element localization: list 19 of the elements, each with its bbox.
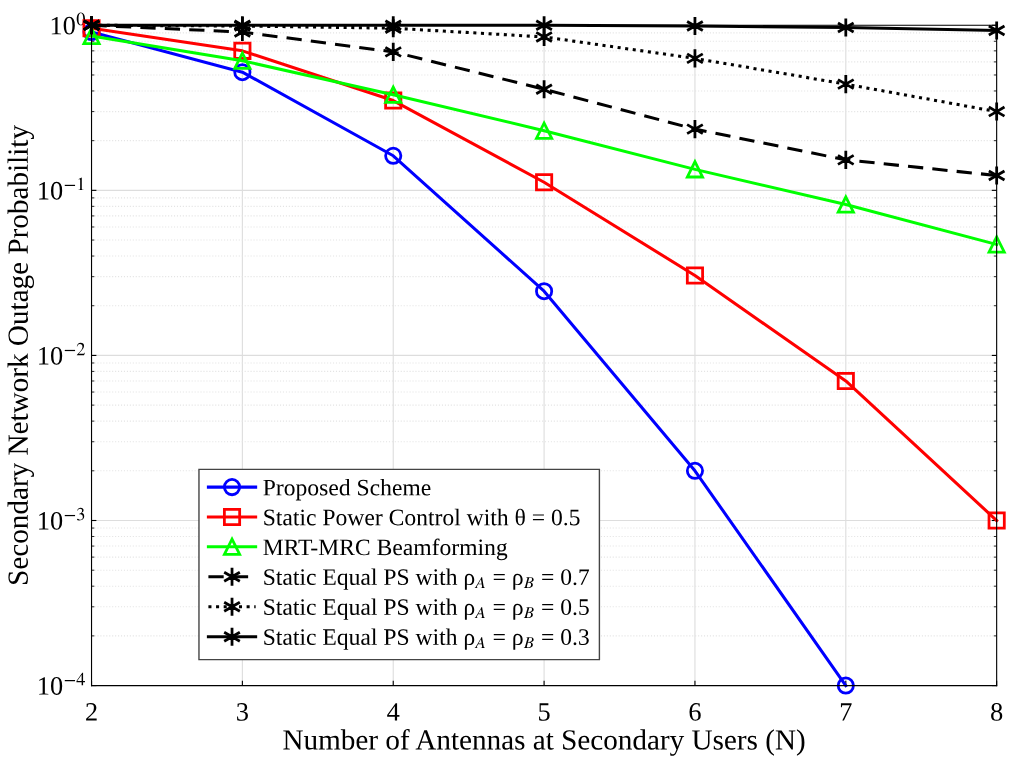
x-tick-label: 6 [689, 703, 701, 721]
x-axis-title: Number of Antennas at Secondary Users (N) [283, 728, 805, 756]
y-axis-title: Secondary Network Outage Probability [7, 125, 35, 584]
legend-label: Static Equal PS with ρ$_{A}$ = ρ$_{B}$ = 0.3 [264, 628, 589, 650]
y-tick-label: 10$^{−3}$ [39, 507, 85, 530]
legend-label: Static Power Control with θ = 0.5 [264, 508, 580, 526]
x-tick-label: 3 [237, 703, 248, 721]
legend-label: MRT-MRC Beamforming [263, 538, 508, 561]
y-tick-label: 10$^{−2}$ [39, 342, 85, 365]
x-tick-label: 8 [991, 703, 1003, 721]
legend-label: Static Equal PS with ρ$_{A}$ = ρ$_{B}$ = 0.7 [264, 568, 590, 590]
y-tick-label: 10$^{−4}$ [39, 672, 85, 695]
x-tick-label: 4 [387, 703, 400, 721]
x-tick-label: 7 [840, 703, 852, 721]
legend-label: Proposed Scheme [263, 478, 431, 501]
x-tick-label: 5 [539, 703, 550, 721]
y-tick-label: 10$^{−1}$ [39, 177, 84, 200]
x-tick-label: 2 [86, 703, 97, 721]
legend-label: Static Equal PS with ρ$_{A}$ = ρ$_{B}$ = 0.5 [264, 598, 589, 620]
